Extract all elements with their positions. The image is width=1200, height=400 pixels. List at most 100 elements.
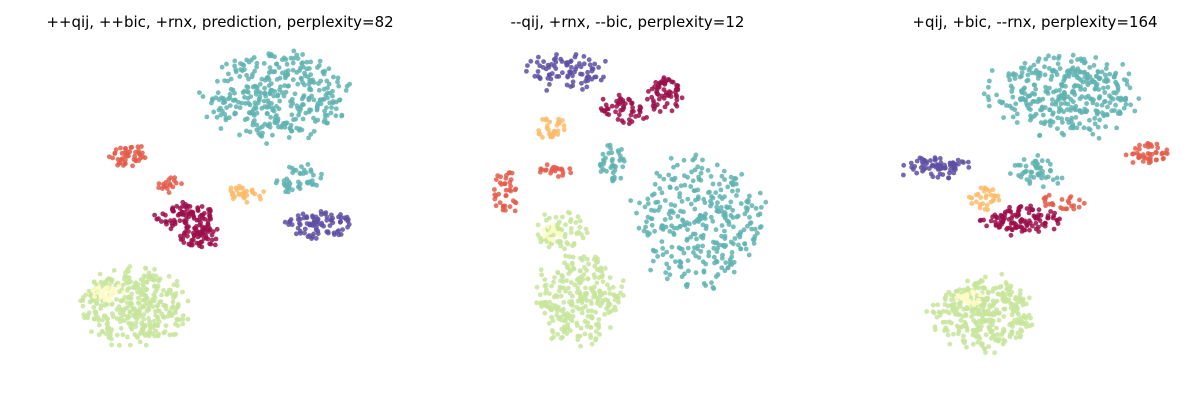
scatter-point xyxy=(547,119,552,125)
scatter-point xyxy=(901,172,906,178)
scatter-point xyxy=(215,78,220,84)
scatter-point xyxy=(290,77,296,83)
scatter-point xyxy=(1016,299,1022,305)
scatter-point xyxy=(686,268,691,274)
scatter-point xyxy=(540,117,545,122)
scatter-point xyxy=(647,231,652,237)
scatter-point xyxy=(763,199,769,205)
scatter-point xyxy=(1059,197,1065,202)
scatter-point xyxy=(945,332,951,338)
scatter-point xyxy=(999,271,1005,277)
scatter-point xyxy=(268,87,274,93)
scatter-point xyxy=(952,162,957,167)
scatter-point xyxy=(1043,175,1049,181)
scatter-point xyxy=(177,218,183,224)
scatter-point xyxy=(1002,212,1008,217)
scatter-point xyxy=(203,225,209,230)
scatter-point xyxy=(979,278,985,284)
scatter-point xyxy=(657,204,663,210)
scatter-point xyxy=(283,75,288,81)
scatter-point xyxy=(152,284,157,289)
scatter-point xyxy=(664,276,670,282)
scatter-point xyxy=(222,111,228,117)
scatter-point xyxy=(191,216,197,221)
scatter-point xyxy=(980,285,986,291)
scatter-point xyxy=(544,88,550,93)
scatter-point xyxy=(725,265,731,271)
scatter-point xyxy=(556,304,561,310)
scatter-point xyxy=(258,133,263,138)
scatter-point xyxy=(986,84,991,90)
scatter-point xyxy=(1035,72,1041,78)
scatter-point xyxy=(1016,207,1022,213)
scatter-point xyxy=(633,114,638,119)
scatter-point xyxy=(726,219,732,225)
scatter-point xyxy=(197,90,202,95)
scatter-point xyxy=(736,242,741,248)
scatter-point xyxy=(277,98,283,104)
scatter-point xyxy=(605,106,611,112)
scatter-point xyxy=(1059,116,1064,122)
scatter-point xyxy=(600,273,605,278)
scatter-point xyxy=(324,214,330,220)
scatter-point xyxy=(560,214,565,220)
scatter-point xyxy=(285,68,291,73)
scatter-point xyxy=(751,241,757,246)
scatter-point xyxy=(213,236,219,242)
scatter-point xyxy=(142,155,148,161)
scatter-point xyxy=(651,98,656,104)
scatter-point xyxy=(578,274,584,280)
scatter-point xyxy=(600,151,606,157)
scatter-point xyxy=(617,101,622,107)
scatter-point xyxy=(493,177,499,183)
scatter-point xyxy=(551,334,556,340)
scatter-point xyxy=(673,259,678,264)
scatter-point xyxy=(638,105,644,111)
scatter-point xyxy=(90,288,96,293)
scatter-point xyxy=(718,205,724,210)
scatter-point xyxy=(171,295,176,301)
scatter-point xyxy=(978,185,984,191)
scatter-point xyxy=(1043,194,1049,200)
scatter-point xyxy=(194,230,200,236)
scatter-point xyxy=(550,238,556,243)
scatter-point xyxy=(1081,200,1087,206)
scatter-point xyxy=(1127,85,1133,91)
scatter-point xyxy=(290,60,296,66)
scatter-point xyxy=(550,167,556,173)
scatter-point xyxy=(747,214,752,220)
scatter-point xyxy=(672,203,678,209)
scatter-point xyxy=(1037,133,1042,139)
scatter-point xyxy=(553,66,559,71)
scatter-point xyxy=(555,270,561,276)
scatter-point xyxy=(708,214,714,220)
scatter-point xyxy=(318,209,324,214)
scatter-point xyxy=(592,284,597,290)
scatter-point xyxy=(1046,53,1051,59)
scatter-point xyxy=(693,152,699,158)
scatter-point xyxy=(538,267,544,273)
scatter-point xyxy=(924,309,930,314)
scatter-point xyxy=(1130,151,1135,157)
scatter-point xyxy=(1024,177,1030,183)
scatter-point xyxy=(240,62,246,67)
scatter-point xyxy=(1048,161,1053,167)
scatter-point xyxy=(1043,84,1048,90)
scatter-point xyxy=(681,250,687,256)
scatter-point xyxy=(987,303,993,308)
scatter-point xyxy=(180,204,185,209)
scatter-point xyxy=(507,180,513,185)
scatter-point xyxy=(648,267,653,273)
scatter-point xyxy=(715,200,720,206)
scatter-point xyxy=(579,80,584,86)
scatter-point xyxy=(588,298,594,304)
scatter-point xyxy=(167,332,173,338)
scatter-point xyxy=(261,98,267,104)
scatter-point xyxy=(1055,181,1061,186)
scatter-point xyxy=(953,288,959,294)
scatter-point xyxy=(1124,78,1130,84)
scatter-point xyxy=(292,91,298,97)
scatter-point xyxy=(547,299,552,305)
scatter-point xyxy=(98,306,104,311)
scatter-point xyxy=(574,277,580,283)
